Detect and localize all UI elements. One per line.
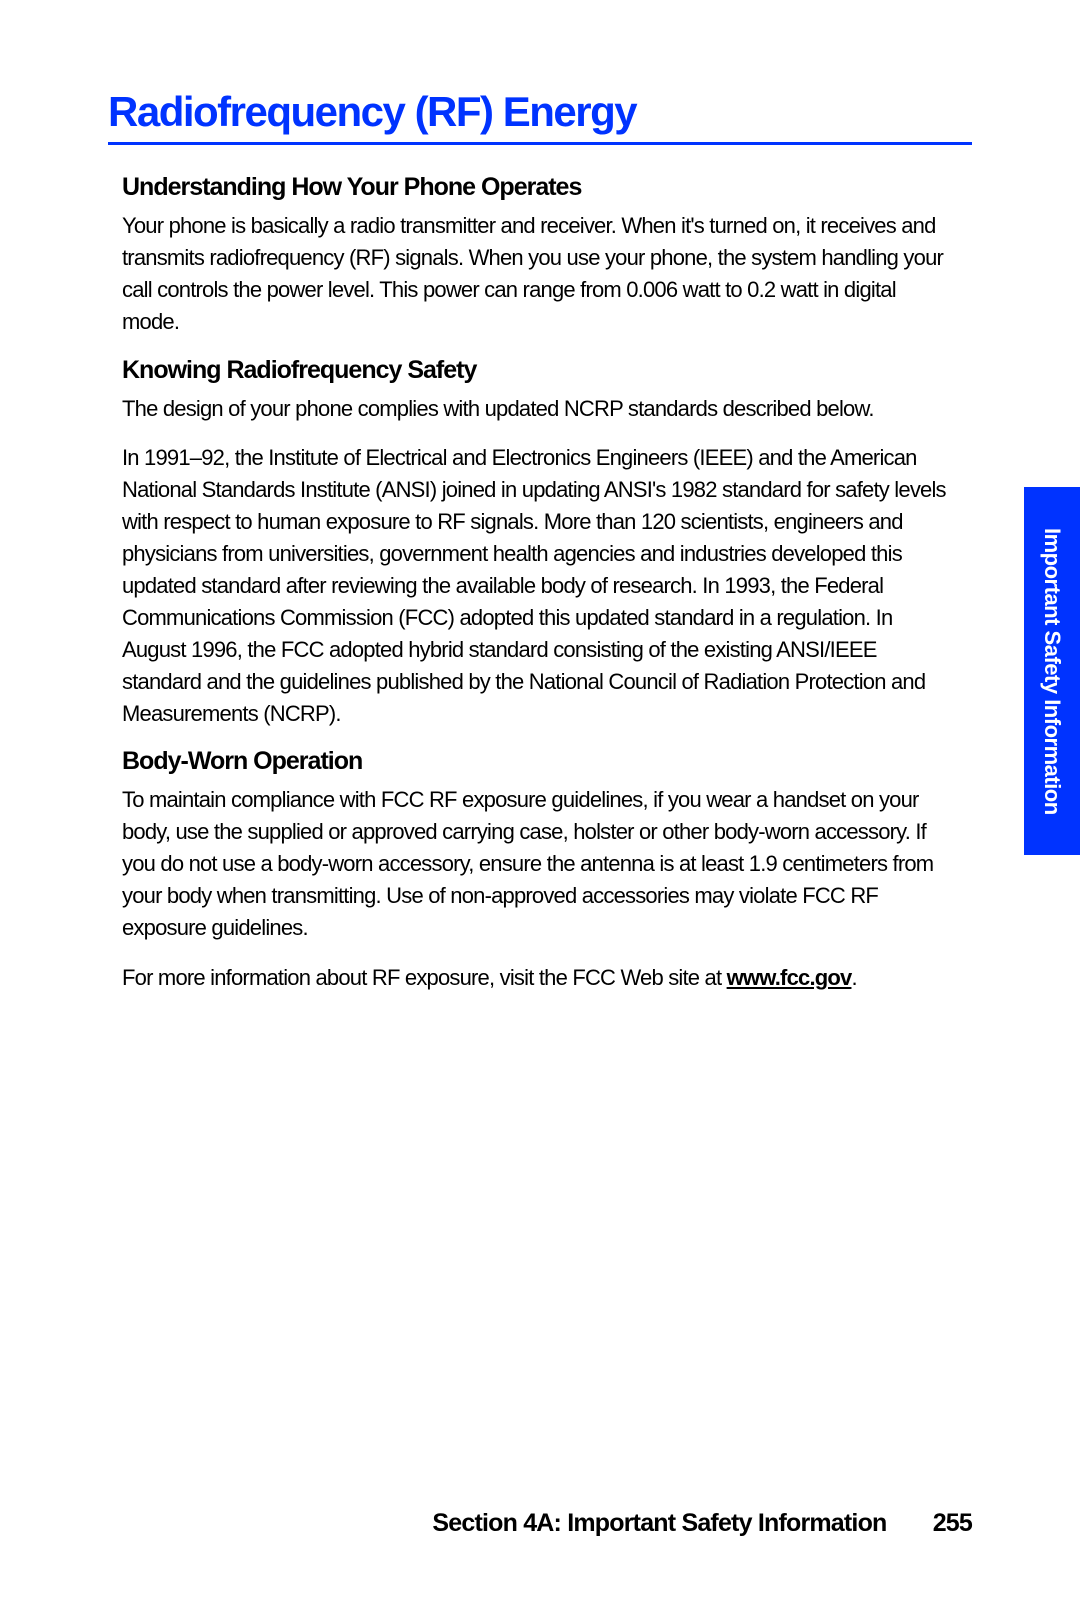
section-tab: Important Safety Information	[1024, 487, 1080, 855]
section-heading-0: Understanding How Your Phone Operates	[122, 173, 954, 202]
section-paragraph: Your phone is basically a radio transmit…	[122, 210, 954, 338]
section-paragraph: The design of your phone complies with u…	[122, 393, 954, 425]
section-tab-label: Important Safety Information	[1039, 528, 1065, 815]
page-footer: Section 4A: Important Safety Information…	[0, 1509, 1080, 1538]
section-heading-2: Body-Worn Operation	[122, 747, 954, 776]
page-title: Radiofrequency (RF) Energy	[108, 88, 972, 145]
section-paragraph: In 1991–92, the Institute of Electrical …	[122, 442, 954, 729]
paragraph-suffix: .	[851, 965, 856, 990]
footer-section-label: Section 4A: Important Safety Information	[432, 1509, 886, 1537]
paragraph-prefix: For more information about RF exposure, …	[122, 965, 727, 990]
section-paragraph: To maintain compliance with FCC RF expos…	[122, 784, 954, 943]
content-body: Understanding How Your Phone Operates Yo…	[108, 173, 972, 994]
section-heading-1: Knowing Radiofrequency Safety	[122, 356, 954, 385]
fcc-link[interactable]: www.fcc.gov	[727, 965, 852, 990]
page-number: 255	[933, 1509, 972, 1537]
section-paragraph-with-link: For more information about RF exposure, …	[122, 962, 954, 994]
